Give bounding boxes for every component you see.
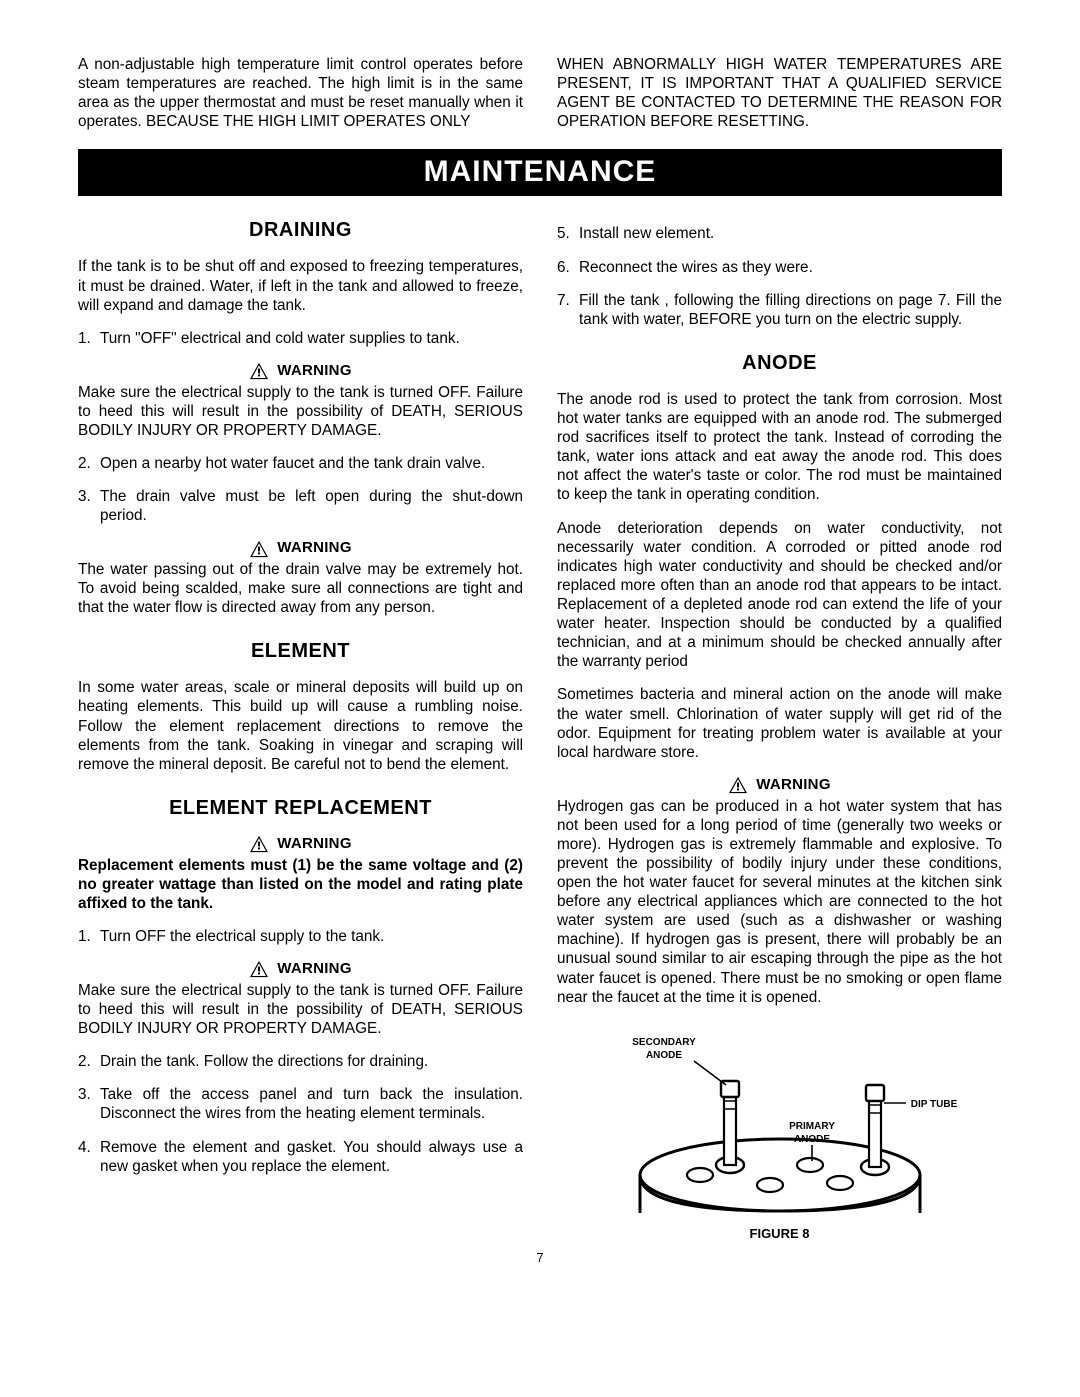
replacement-step-2: 2. Drain the tank. Follow the directions…	[78, 1052, 523, 1071]
list-text: Remove the element and gasket. You shoul…	[100, 1138, 523, 1176]
list-text: The drain valve must be left open during…	[100, 487, 523, 525]
tank-top-diagram-icon: SECONDARY ANODE PRIMARY ANODE DIP TUBE	[590, 1025, 970, 1215]
list-number: 3.	[78, 1085, 100, 1123]
draining-warning-1: Make sure the electrical supply to the t…	[78, 383, 523, 440]
right-column: 5. Install new element. 6. Reconnect the…	[557, 218, 1002, 1242]
draining-step-3: 3. The drain valve must be left open dur…	[78, 487, 523, 525]
list-text: Drain the tank. Follow the directions fo…	[100, 1052, 523, 1071]
intro-row: A non-adjustable high temperature limit …	[78, 55, 1002, 131]
list-number: 2.	[78, 1052, 100, 1071]
list-number: 2.	[78, 454, 100, 473]
list-number: 1.	[78, 329, 100, 348]
warning-heading: WARNING	[78, 539, 523, 558]
draining-step-1: 1. Turn "OFF" electrical and cold water …	[78, 329, 523, 348]
figure-8: SECONDARY ANODE PRIMARY ANODE DIP TUBE F…	[557, 1025, 1002, 1242]
heading-element-replacement: ELEMENT REPLACEMENT	[78, 796, 523, 821]
draining-step-2: 2. Open a nearby hot water faucet and th…	[78, 454, 523, 473]
left-column: DRAINING If the tank is to be shut off a…	[78, 218, 523, 1242]
warning-label: WARNING	[277, 362, 352, 381]
label-primary: PRIMARY	[789, 1121, 835, 1132]
list-number: 5.	[557, 224, 579, 243]
warning-triangle-icon	[249, 362, 269, 380]
warning-label: WARNING	[756, 776, 831, 795]
heading-element: ELEMENT	[78, 639, 523, 664]
warning-heading: WARNING	[78, 835, 523, 854]
warning-heading: WARNING	[78, 362, 523, 381]
replacement-step-7: 7. Fill the tank , following the filling…	[557, 291, 1002, 329]
warning-triangle-icon	[249, 960, 269, 978]
draining-intro: If the tank is to be shut off and expose…	[78, 257, 523, 314]
list-text: Fill the tank , following the filling di…	[579, 291, 1002, 329]
list-text: Reconnect the wires as they were.	[579, 258, 1002, 277]
list-number: 1.	[78, 927, 100, 946]
content-columns: DRAINING If the tank is to be shut off a…	[78, 218, 1002, 1242]
heading-draining: DRAINING	[78, 218, 523, 243]
warning-heading: WARNING	[78, 960, 523, 979]
label-dip-tube: DIP TUBE	[910, 1099, 957, 1110]
label-secondary: SECONDARY	[632, 1037, 696, 1048]
warning-triangle-icon	[249, 835, 269, 853]
warning-heading: WARNING	[557, 776, 1002, 795]
replacement-step-6: 6. Reconnect the wires as they were.	[557, 258, 1002, 277]
list-text: Turn OFF the electrical supply to the ta…	[100, 927, 523, 946]
section-header-maintenance: MAINTENANCE	[78, 149, 1002, 196]
figure-caption: FIGURE 8	[557, 1226, 1002, 1242]
anode-para-3: Sometimes bacteria and mineral action on…	[557, 685, 1002, 761]
replacement-step-1: 1. Turn OFF the electrical supply to the…	[78, 927, 523, 946]
warning-label: WARNING	[277, 539, 352, 558]
list-number: 6.	[557, 258, 579, 277]
replacement-step-3: 3. Take off the access panel and turn ba…	[78, 1085, 523, 1123]
warning-triangle-icon	[728, 776, 748, 794]
anode-para-1: The anode rod is used to protect the tan…	[557, 390, 1002, 505]
anode-para-2: Anode deterioration depends on water con…	[557, 519, 1002, 672]
label-anode-2: ANODE	[793, 1134, 829, 1145]
element-para: In some water areas, scale or mineral de…	[78, 678, 523, 774]
warning-label: WARNING	[277, 960, 352, 979]
replacement-step-4: 4. Remove the element and gasket. You sh…	[78, 1138, 523, 1176]
warning-triangle-icon	[249, 540, 269, 558]
replacement-warning-1: Replacement elements must (1) be the sam…	[78, 856, 523, 913]
list-number: 4.	[78, 1138, 100, 1176]
list-text: Install new element.	[579, 224, 1002, 243]
page-number: 7	[78, 1250, 1002, 1265]
list-text: Open a nearby hot water faucet and the t…	[100, 454, 523, 473]
list-number: 7.	[557, 291, 579, 329]
anode-warning: Hydrogen gas can be produced in a hot wa…	[557, 797, 1002, 1007]
list-number: 3.	[78, 487, 100, 525]
draining-warning-2: The water passing out of the drain valve…	[78, 560, 523, 617]
replacement-warning-2: Make sure the electrical supply to the t…	[78, 981, 523, 1038]
list-text: Turn "OFF" electrical and cold water sup…	[100, 329, 523, 348]
list-text: Take off the access panel and turn back …	[100, 1085, 523, 1123]
replacement-step-5: 5. Install new element.	[557, 224, 1002, 243]
intro-right: WHEN ABNORMALLY HIGH WATER TEMPERATURES …	[557, 55, 1002, 131]
label-anode-1: ANODE	[645, 1050, 681, 1061]
intro-left: A non-adjustable high temperature limit …	[78, 55, 523, 131]
heading-anode: ANODE	[557, 351, 1002, 376]
warning-label: WARNING	[277, 835, 352, 854]
